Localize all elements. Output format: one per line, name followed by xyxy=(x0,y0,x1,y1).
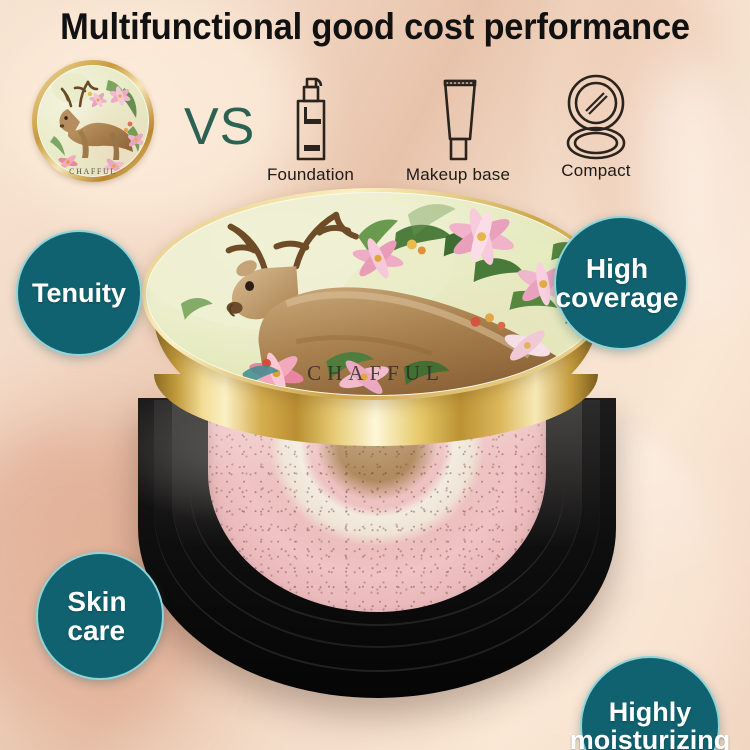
foundation-bottle-icon xyxy=(248,73,373,165)
hero-cushion-compact: CHAFFUL xyxy=(120,186,632,706)
feature-badge-label: Skin care xyxy=(67,585,127,646)
feature-badge-line: coverage xyxy=(555,282,679,313)
brand-name: CHAFFUL xyxy=(307,361,445,385)
feature-badge-skin-care: Skin care xyxy=(36,552,164,680)
feature-badge-high-coverage: High coverage xyxy=(554,216,688,350)
feature-badge-line: moisturizing xyxy=(569,725,731,750)
deer-floral-artwork-icon xyxy=(50,73,145,174)
feature-badge-label: Tenuity xyxy=(32,277,126,308)
comparison-item-label: Foundation xyxy=(266,165,355,184)
deer-floral-compact-icon: CHAFFUL xyxy=(32,60,154,182)
vs-label: VS xyxy=(184,98,256,156)
feature-badge-line: Highly xyxy=(608,696,692,727)
feature-badge-line: High xyxy=(585,252,649,284)
comparison-item-foundation: Foundation xyxy=(248,73,373,185)
feature-badge-tenuity: Tenuity xyxy=(16,230,142,356)
compact-mirror-icon xyxy=(526,69,666,161)
comparison-item-label: Compact xyxy=(561,161,631,180)
comparison-item-compact: Compact xyxy=(526,69,666,181)
makeup-tube-icon xyxy=(383,73,533,165)
feature-badge-line: care xyxy=(67,615,126,646)
feature-badge-line: Skin xyxy=(67,585,127,617)
feature-badge-label: High coverage xyxy=(555,252,679,313)
comparison-item-makeup-base: Makeup base xyxy=(383,73,533,185)
comparison-item-label: Makeup base xyxy=(405,165,511,184)
brand-name: CHAFFUL xyxy=(69,167,117,176)
page-title: Multifunctional good cost performance xyxy=(60,6,690,47)
feature-badge-label: Highly moisturizing xyxy=(569,696,731,750)
compact-lid: CHAFFUL xyxy=(142,188,610,400)
